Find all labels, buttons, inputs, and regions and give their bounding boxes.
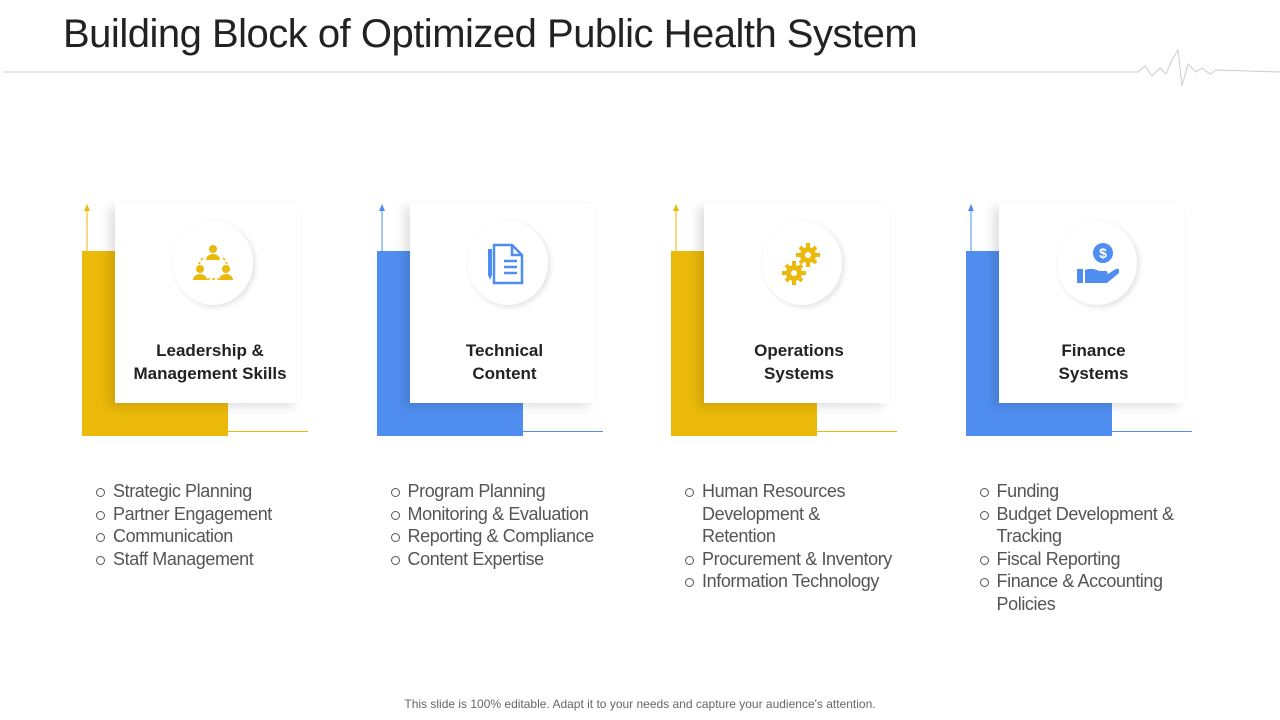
block: Technical Content Program Planning Monitori… xyxy=(376,0,671,720)
icon-glyph xyxy=(193,245,233,280)
card: Technical Content xyxy=(409,203,595,403)
list-item: Strategic Planning xyxy=(96,480,303,503)
icon-glyph xyxy=(782,243,820,285)
card: Leadership & Management Skills xyxy=(115,203,300,403)
heading-line: Technical xyxy=(465,341,544,360)
list-item: Fiscal Reporting xyxy=(979,548,1187,571)
arrow xyxy=(967,204,974,251)
thin-line xyxy=(522,431,603,432)
icon-glyph xyxy=(487,243,523,285)
arrow xyxy=(84,204,90,251)
arrow xyxy=(378,204,385,251)
icon xyxy=(467,221,548,305)
icon xyxy=(762,221,842,305)
list-item: Communication xyxy=(96,525,303,548)
item-list: Human Resources Development & Retention P… xyxy=(685,480,892,593)
arrow xyxy=(673,204,679,251)
heading-line: Content xyxy=(472,364,537,383)
block: Leadership & Management Skills Strategic P… xyxy=(82,0,376,720)
list-item: Funding xyxy=(979,480,1187,503)
list-item: Partner Engagement xyxy=(96,503,303,526)
list-item: Reporting & Compliance xyxy=(390,525,598,548)
heading-line: Operations xyxy=(754,341,844,360)
block: $ Finance Systems Funding Budget Development… xyxy=(965,0,1260,720)
icon: $ xyxy=(1056,221,1137,305)
heading-line: Finance xyxy=(1061,341,1126,360)
list-item: Program Planning xyxy=(390,480,598,503)
heading-line: Systems xyxy=(1058,364,1129,383)
heading: Operations Systems xyxy=(704,339,894,385)
divider xyxy=(3,48,1280,87)
block: Operations Systems Human Resources Develop… xyxy=(671,0,965,720)
heading-line: Leadership & xyxy=(156,341,264,360)
list-item: Staff Management xyxy=(96,548,303,571)
horizontal-bar xyxy=(671,403,817,436)
list-item: Finance & Accounting Policies xyxy=(979,570,1187,615)
thin-line xyxy=(1111,431,1192,432)
icon-glyph: $ xyxy=(1076,243,1119,283)
thin-line xyxy=(817,431,897,432)
heading: Technical Content xyxy=(410,339,600,385)
icon xyxy=(173,221,253,305)
list-item: Monitoring & Evaluation xyxy=(390,503,598,526)
list-item: Content Expertise xyxy=(390,548,598,571)
heading-line: Systems xyxy=(764,364,834,383)
list-item: Information Technology xyxy=(685,570,892,593)
svg-text:$: $ xyxy=(1099,245,1107,261)
heading: Leadership & Management Skills xyxy=(115,339,305,385)
title: Building Block of Optimized Public Healt… xyxy=(63,12,918,56)
list-item: Human Resources Development & Retention xyxy=(685,480,892,548)
card: $ Finance Systems xyxy=(998,203,1184,403)
item-list: Funding Budget Development & Tracking Fisc… xyxy=(979,480,1187,615)
list-item: Budget Development & Tracking xyxy=(979,503,1187,548)
item-list: Strategic Planning Partner Engagement Comm… xyxy=(96,480,303,571)
footer-note: This slide is 100% editable. Adapt it to… xyxy=(404,697,876,711)
heading: Finance Systems xyxy=(999,339,1189,385)
horizontal-bar xyxy=(965,403,1112,436)
thin-line xyxy=(228,431,308,432)
list-item: Procurement & Inventory xyxy=(685,548,892,569)
item-list: Program Planning Monitoring & Evaluation R… xyxy=(390,480,598,571)
heading-line: Management Skills xyxy=(133,364,287,383)
horizontal-bar xyxy=(376,403,523,436)
horizontal-bar xyxy=(82,403,228,436)
card: Operations Systems xyxy=(704,203,889,403)
